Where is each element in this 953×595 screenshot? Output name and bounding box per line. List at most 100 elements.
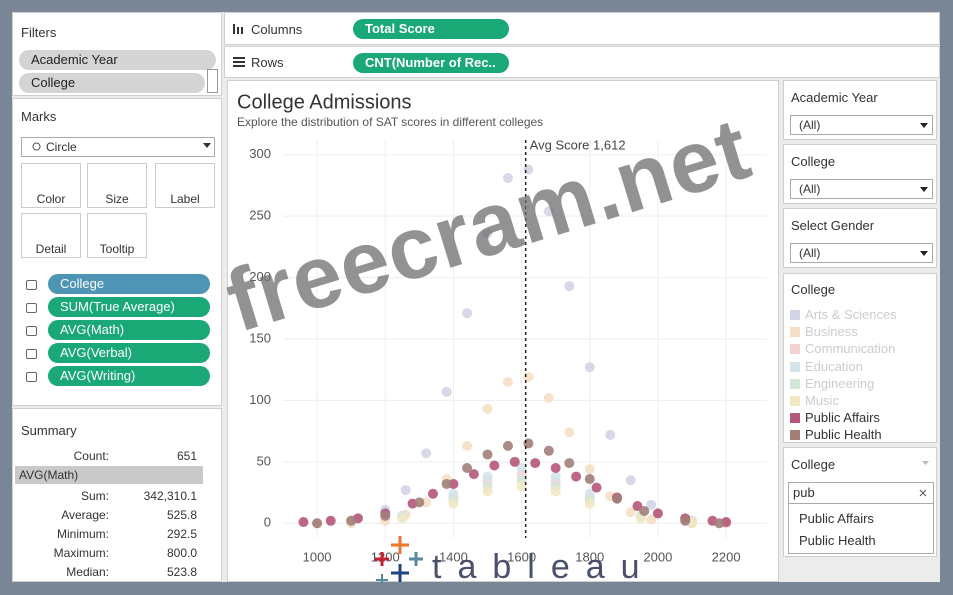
search-title: College	[791, 457, 836, 472]
summary-label: Median:	[66, 565, 109, 579]
circle-icon	[32, 142, 41, 151]
legend-title: College	[791, 282, 836, 297]
pill-icon	[26, 280, 37, 290]
y-tick-label: 100	[249, 392, 271, 407]
pill-icon	[26, 326, 37, 336]
point	[298, 517, 309, 528]
point	[530, 458, 541, 469]
mark-type-dropdown[interactable]: Circle	[21, 137, 215, 157]
legend-panel: College Arts & Sciences Business Communica…	[783, 273, 937, 443]
filter-card: Academic Year (All)	[783, 80, 937, 140]
search-input[interactable]: pub	[788, 482, 934, 504]
dropdown-arrow	[203, 143, 211, 148]
legend-label[interactable]: Engineering	[805, 375, 875, 391]
mark-button[interactable]: Label	[155, 163, 215, 208]
legend-label[interactable]: Communication	[805, 341, 896, 357]
point	[680, 515, 691, 526]
clear-icon[interactable]	[919, 489, 927, 497]
scrollbar[interactable]	[207, 69, 218, 93]
point	[564, 458, 575, 469]
mark-button[interactable]: Detail	[21, 213, 81, 258]
point	[584, 474, 595, 485]
legend-label[interactable]: Public Affairs	[805, 410, 880, 426]
filter-dropdown[interactable]: (All)	[790, 179, 933, 199]
summary-label: Sum:	[80, 489, 109, 503]
rows-shelf: Rows CNT(Number of Rec..	[224, 46, 940, 78]
legend-swatch	[790, 310, 800, 320]
point	[646, 514, 657, 525]
legend-swatch	[790, 396, 800, 406]
summary-label: Count:	[73, 449, 109, 463]
point	[468, 469, 479, 480]
point	[523, 372, 534, 383]
legend-label[interactable]: Public Health	[805, 427, 882, 443]
legend-label[interactable]: Music	[805, 393, 839, 408]
point	[502, 173, 513, 184]
legend-label[interactable]: Business	[805, 324, 858, 340]
point	[584, 464, 595, 475]
filter-pill[interactable]: Academic Year	[19, 50, 216, 70]
dropdown-arrow	[920, 187, 928, 192]
point	[516, 481, 527, 492]
summary-value: 525.8	[166, 508, 197, 522]
point	[625, 475, 636, 486]
mark-pill[interactable]: College	[48, 274, 210, 294]
y-tick-label: 300	[249, 146, 271, 161]
legend-swatch	[790, 378, 800, 389]
point	[516, 462, 527, 473]
summary-label: Minimum:	[56, 527, 109, 541]
point	[421, 448, 432, 459]
chart: College Admissions Explore the distribut…	[237, 91, 767, 564]
filter-dropdown[interactable]: (All)	[790, 115, 933, 135]
rows-pill[interactable]: CNT(Number of Rec..	[353, 53, 509, 73]
pill-icon	[26, 303, 37, 313]
legend-label[interactable]: Education	[805, 358, 863, 374]
mark-pill[interactable]: AVG(Math)	[48, 320, 210, 340]
legend-swatch	[790, 430, 800, 441]
columns-shelf: Columns Total Score	[224, 12, 940, 45]
legend-swatch	[790, 344, 800, 355]
point	[612, 493, 623, 504]
search-result[interactable]: Public Affairs	[799, 511, 874, 526]
mark-button[interactable]: Tooltip	[87, 213, 147, 258]
mark-pill[interactable]: AVG(Verbal)	[48, 343, 210, 363]
pill-icon	[26, 349, 37, 359]
results-list	[788, 504, 934, 554]
point	[482, 486, 493, 497]
point	[380, 510, 391, 521]
mark-button[interactable]: Color	[21, 163, 81, 208]
legend-swatch	[790, 361, 800, 372]
chart-subtitle: Explore the distribution of SAT scores i…	[237, 115, 543, 129]
filter-dropdown[interactable]: (All)	[790, 243, 933, 263]
point	[605, 429, 616, 440]
x-tick-label: 1800	[575, 549, 604, 564]
point	[427, 488, 438, 499]
x-tick-label: 2000	[643, 549, 672, 564]
filter-pill[interactable]: College	[19, 73, 205, 93]
summary-field[interactable]: AVG(Math)	[19, 468, 79, 482]
point	[571, 471, 582, 482]
mark-pill[interactable]: AVG(Writing)	[48, 366, 210, 386]
x-tick-label: 1600	[507, 549, 536, 564]
point	[646, 499, 657, 510]
summary-value: 800.0	[166, 546, 197, 560]
point	[397, 513, 408, 524]
panel-title: Filters	[21, 25, 57, 40]
point	[543, 206, 554, 217]
filters-panel: Filters Academic Year College	[12, 12, 222, 96]
shelf-label: Columns	[251, 22, 303, 37]
y-tick-label: 250	[249, 208, 271, 223]
point	[584, 498, 595, 509]
point	[325, 515, 336, 526]
point	[564, 427, 575, 438]
filter-title: College	[791, 154, 836, 169]
mark-button[interactable]: Size	[87, 163, 147, 208]
x-tick-label: 1200	[371, 549, 400, 564]
mark-pill[interactable]: SUM(True Average)	[48, 297, 210, 317]
legend-label[interactable]: Arts & Sciences	[805, 307, 897, 322]
rows-icon	[233, 57, 245, 67]
search-result[interactable]: Public Health	[799, 533, 876, 548]
columns-pill[interactable]: Total Score	[353, 19, 509, 39]
point	[346, 515, 357, 526]
